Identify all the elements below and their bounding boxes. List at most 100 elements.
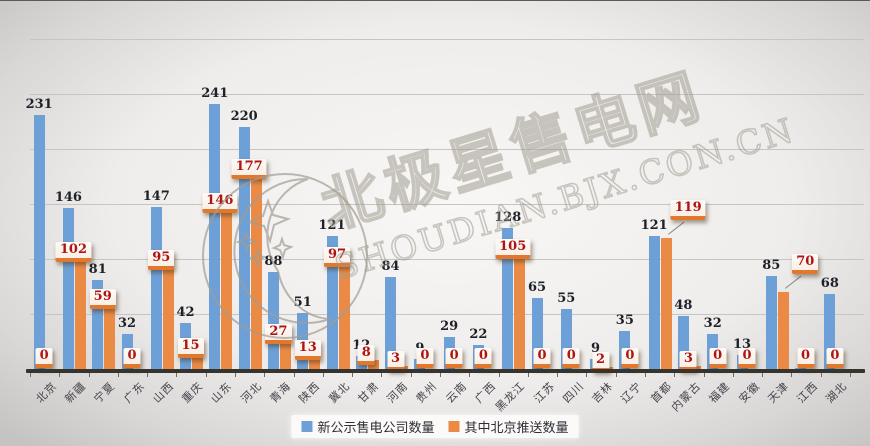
gridline-100 bbox=[30, 259, 864, 260]
data-label-blue-山东: 241 bbox=[201, 85, 229, 101]
bar-blue-江苏 bbox=[531, 297, 543, 369]
data-label-orange-广东: 0 bbox=[123, 348, 141, 368]
gridline-50 bbox=[30, 314, 864, 315]
bar-orange-陕西 bbox=[309, 354, 321, 369]
data-label-orange-黑龙江: 105 bbox=[495, 238, 531, 259]
data-label-blue-内蒙古: 48 bbox=[674, 298, 693, 314]
data-label-orange-内蒙古: 3 bbox=[679, 350, 697, 371]
bar-orange-新疆 bbox=[74, 256, 86, 369]
data-label-orange-湖北: 0 bbox=[826, 348, 844, 368]
gridline-250 bbox=[30, 94, 864, 95]
axis-tick bbox=[527, 373, 529, 377]
data-label-orange-河北: 177 bbox=[231, 159, 267, 180]
axis-tick bbox=[30, 373, 31, 377]
axis-tick bbox=[59, 373, 61, 377]
data-label-orange-宁夏: 59 bbox=[89, 289, 116, 310]
legend-item-series2: 其中北京推送数量 bbox=[448, 417, 569, 436]
axis-tick bbox=[615, 373, 617, 377]
data-label-orange-云南: 0 bbox=[445, 348, 463, 368]
legend-item-series1: 新公示售电公司数量 bbox=[301, 417, 435, 436]
axis-tick bbox=[235, 373, 236, 377]
data-label-blue-北京: 231 bbox=[25, 96, 53, 112]
data-label-blue-天津: 85 bbox=[762, 257, 781, 273]
data-label-blue-黑龙江: 128 bbox=[494, 210, 522, 226]
axis-tick bbox=[732, 373, 734, 377]
data-label-orange-江苏: 0 bbox=[533, 348, 551, 368]
axis-tick bbox=[264, 373, 266, 377]
data-label-blue-青海: 88 bbox=[264, 254, 283, 270]
data-label-orange-山西: 95 bbox=[148, 249, 175, 270]
data-label-orange-四川: 0 bbox=[562, 348, 580, 368]
data-label-orange-贵州: 0 bbox=[416, 348, 434, 368]
axis-tick bbox=[850, 373, 851, 377]
bar-blue-山东 bbox=[209, 103, 221, 369]
axis-tick bbox=[147, 373, 149, 377]
bar-blue-北京 bbox=[33, 114, 45, 369]
axis-tick bbox=[586, 373, 588, 377]
gridline-150 bbox=[30, 204, 864, 205]
data-label-orange-山东: 146 bbox=[202, 193, 238, 214]
axis-tick bbox=[820, 373, 822, 377]
data-label-orange-陕西: 13 bbox=[294, 339, 321, 360]
bar-blue-湖北 bbox=[824, 294, 836, 369]
axis-tick bbox=[469, 373, 471, 377]
data-label-blue-云南: 29 bbox=[440, 319, 459, 335]
axis-tick bbox=[440, 373, 441, 377]
data-label-orange-广西: 0 bbox=[474, 348, 492, 368]
legend-label-series1: 新公示售电公司数量 bbox=[317, 421, 435, 436]
data-label-blue-首都: 121 bbox=[640, 217, 668, 233]
axis-tick bbox=[557, 373, 559, 377]
data-label-blue-山西: 147 bbox=[142, 189, 170, 205]
bar-orange-首都 bbox=[660, 238, 672, 369]
data-label-blue-四川: 55 bbox=[557, 290, 576, 306]
data-label-blue-宁夏: 81 bbox=[88, 261, 107, 277]
data-label-orange-甘肃: 8 bbox=[357, 345, 375, 366]
bar-orange-宁夏 bbox=[104, 304, 116, 369]
gridline-300 bbox=[30, 39, 864, 40]
legend-swatch-blue bbox=[301, 421, 313, 432]
axis-tick bbox=[498, 373, 500, 377]
data-label-blue-吉林: 9 bbox=[591, 341, 601, 357]
bar-orange-山西 bbox=[162, 264, 174, 369]
axis-tick bbox=[674, 373, 676, 377]
data-label-orange-辽宁: 0 bbox=[621, 348, 639, 368]
axis-tick bbox=[322, 373, 324, 377]
axis-tick bbox=[88, 373, 90, 377]
bar-orange-山东 bbox=[221, 208, 233, 369]
data-label-blue-安徽: 13 bbox=[732, 336, 752, 352]
data-label-orange-重庆: 15 bbox=[177, 337, 204, 358]
axis-tick bbox=[762, 373, 764, 377]
x-axis-line bbox=[26, 369, 865, 373]
data-label-blue-辽宁: 35 bbox=[615, 312, 634, 328]
data-label-blue-湖北: 68 bbox=[820, 276, 839, 292]
data-label-blue-河北: 220 bbox=[230, 109, 258, 124]
axis-tick bbox=[791, 373, 793, 377]
gridline-200 bbox=[30, 149, 864, 150]
data-label-blue-福建: 32 bbox=[703, 315, 722, 331]
data-label-blue-新疆: 146 bbox=[54, 190, 82, 206]
axis-tick bbox=[410, 373, 412, 377]
data-label-blue-冀北: 121 bbox=[318, 217, 346, 233]
bar-orange-青海 bbox=[279, 339, 291, 369]
axis-tick bbox=[352, 373, 354, 377]
bar-orange-重庆 bbox=[192, 352, 204, 369]
data-label-orange-福建: 0 bbox=[709, 348, 727, 368]
axis-tick bbox=[381, 373, 383, 377]
data-label-orange-天津: 70 bbox=[792, 254, 819, 274]
data-label-blue-江苏: 65 bbox=[527, 279, 547, 295]
axis-tick bbox=[703, 373, 705, 377]
data-label-orange-江西: 0 bbox=[797, 348, 815, 368]
data-label-orange-安徽: 0 bbox=[738, 348, 756, 368]
axis-tick bbox=[293, 373, 295, 377]
legend: 新公示售电公司数量 其中北京推送数量 bbox=[291, 415, 579, 438]
bar-blue-宁夏 bbox=[92, 279, 104, 369]
bar-blue-四川 bbox=[560, 308, 572, 369]
bar-orange-冀北 bbox=[338, 262, 350, 369]
axis-tick bbox=[176, 373, 178, 377]
axis-tick bbox=[117, 373, 119, 377]
data-label-orange-河南: 3 bbox=[387, 350, 405, 371]
data-label-blue-陕西: 51 bbox=[293, 294, 312, 310]
data-label-blue-广西: 22 bbox=[469, 326, 488, 342]
bar-blue-黑龙江 bbox=[502, 228, 514, 369]
